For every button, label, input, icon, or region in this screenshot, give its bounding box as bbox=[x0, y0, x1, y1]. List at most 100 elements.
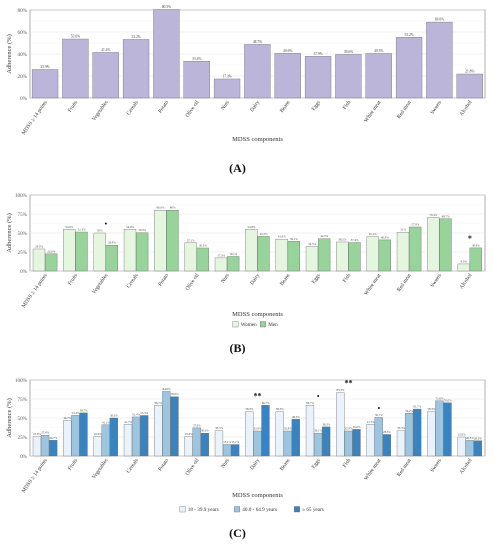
x-tick-label: Potato bbox=[157, 457, 170, 472]
bar-eggs bbox=[304, 56, 332, 99]
significance-marker: * bbox=[468, 234, 472, 243]
x-tick-label: Nuts bbox=[220, 458, 231, 470]
data-label: 25.0% bbox=[458, 433, 466, 437]
x-tick-label: Eggs bbox=[311, 458, 322, 470]
y-tick-label: 60% bbox=[17, 30, 27, 36]
data-label: 41.9% bbox=[278, 235, 286, 239]
data-label: 68.7% bbox=[442, 214, 450, 218]
data-label: 80.0% bbox=[157, 206, 165, 210]
bar-eggs-men bbox=[317, 238, 331, 272]
data-label: 56.2% bbox=[405, 409, 413, 413]
data-label: 46.7% bbox=[64, 416, 72, 420]
bar-potato-40-0-64-9-years bbox=[162, 391, 171, 457]
data-label: 29.0% bbox=[35, 244, 43, 248]
bar-cereals bbox=[122, 39, 150, 99]
y-tick-label: 100% bbox=[15, 193, 28, 199]
bar-beans-65-years bbox=[291, 419, 300, 457]
x-tick-label: Red meat bbox=[396, 99, 413, 120]
x-tick-label: MDSS ≥ 14 points bbox=[21, 458, 49, 494]
data-label: 30.1% bbox=[314, 429, 322, 433]
data-label: 58.3% bbox=[246, 407, 254, 411]
x-tick-label: MDSS ≥ 14 points bbox=[21, 100, 49, 136]
data-label: 41.7% bbox=[367, 420, 375, 424]
data-label: 35.0% bbox=[353, 425, 361, 429]
bar-dairy-65-years bbox=[261, 405, 270, 457]
bar-eggs-40-0-64-9-years bbox=[313, 432, 323, 457]
data-label: 83.3% bbox=[337, 388, 345, 392]
legend-swatch bbox=[260, 321, 266, 328]
bar-beans bbox=[274, 53, 301, 99]
bar-vegetables bbox=[92, 52, 119, 99]
data-label: 51.4% bbox=[132, 412, 140, 416]
data-label: 32.9% bbox=[345, 426, 353, 430]
data-label: 17.3% bbox=[223, 74, 232, 78]
y-tick-label: 50% bbox=[17, 231, 27, 237]
x-tick-label: Nuts bbox=[220, 273, 231, 285]
x-tick-label: Red meat bbox=[396, 457, 413, 478]
data-label: 55.2% bbox=[405, 33, 414, 37]
bar-potato bbox=[153, 9, 180, 99]
bar-alcohol-men bbox=[469, 247, 482, 272]
x-axis-label: MDSS components bbox=[232, 311, 283, 318]
x-axis-label: MDSS components bbox=[232, 492, 283, 499]
legend-swatch bbox=[179, 506, 186, 513]
x-tick-label: Sweets bbox=[429, 100, 443, 116]
x-tick-label: Olive oil bbox=[185, 99, 201, 118]
data-label: 33.4% bbox=[192, 57, 201, 61]
bar-olive-oil-40-0-64-9-years bbox=[192, 427, 201, 457]
bar-nuts bbox=[213, 78, 241, 99]
x-tick-label: Olive oil bbox=[185, 272, 201, 291]
data-label: 80.5% bbox=[162, 5, 171, 9]
bar-cereals-18-39-9-years bbox=[123, 424, 133, 457]
data-label: 51.3% bbox=[78, 228, 86, 232]
bar-vegetables-65-years bbox=[109, 417, 118, 457]
panel-letter: (A) bbox=[229, 161, 246, 175]
bar-vegetables-women bbox=[93, 232, 106, 272]
x-tick-label: Potato bbox=[157, 272, 170, 287]
data-label: 58.3% bbox=[428, 407, 436, 411]
bar-olive-oil-women bbox=[184, 242, 197, 272]
data-label: 53.4% bbox=[72, 411, 80, 415]
bar-red-meat-18-39-9-years bbox=[396, 430, 406, 457]
y-tick-label: 75% bbox=[17, 397, 27, 403]
data-label: 20.5% bbox=[466, 436, 474, 440]
chart-panel-1: 0% 20% 40% 60% 80% Adherence (%) 25.9% MDSS ≥ 1… bbox=[6, 5, 486, 175]
data-label: 56.7% bbox=[80, 408, 88, 412]
bar-sweets-40-0-64-9-years bbox=[435, 400, 444, 457]
bar-white-meat-65-years bbox=[382, 434, 391, 457]
legend-label: Men bbox=[268, 322, 278, 328]
bar-fish-women bbox=[336, 241, 349, 272]
y-tick-label: 0% bbox=[20, 454, 28, 460]
bar-mdss-14-points-women bbox=[32, 248, 46, 272]
bar-dairy-men bbox=[257, 236, 270, 272]
legend: 18 - 39.9 years 40.0 - 64.9 years ≥ 65 yea… bbox=[179, 506, 324, 513]
x-tick-label: Cereals bbox=[126, 100, 140, 117]
bar-sweets-65-years bbox=[443, 402, 452, 457]
bar-white-meat bbox=[365, 53, 392, 99]
data-label: 48.3% bbox=[292, 415, 300, 419]
x-tick-label: Vegetables bbox=[91, 273, 109, 296]
x-tick-label: Vegetables bbox=[91, 458, 109, 481]
data-label: 54.9% bbox=[66, 225, 74, 229]
data-label: 70.0% bbox=[444, 398, 452, 402]
data-label: 30.3% bbox=[199, 243, 207, 247]
data-label: 78.0% bbox=[171, 392, 179, 396]
x-tick-label: White meat bbox=[363, 272, 383, 296]
bar-potato-65-years bbox=[170, 396, 179, 457]
bar-nuts-40-0-64-9-years bbox=[222, 444, 232, 457]
bar-fruits bbox=[62, 38, 89, 99]
data-label: 51% bbox=[400, 228, 406, 232]
data-label: 39.6% bbox=[344, 50, 353, 54]
data-label: 17.3% bbox=[217, 253, 225, 257]
x-tick-label: Fish bbox=[342, 272, 352, 283]
bar-beans-18-39-9-years bbox=[275, 411, 284, 457]
x-tick-label: Red meat bbox=[396, 272, 413, 293]
bar-sweets-women bbox=[427, 217, 440, 272]
bar-fish-65-years bbox=[352, 429, 361, 457]
x-tick-label: Cereals bbox=[126, 458, 140, 475]
bar-white-meat-40-0-64-9-years bbox=[374, 417, 383, 457]
bar-fruits-women bbox=[63, 229, 76, 272]
bar-sweets bbox=[426, 21, 453, 99]
bar-red-meat-65-years bbox=[413, 408, 422, 457]
significance-marker: ** bbox=[345, 379, 353, 388]
